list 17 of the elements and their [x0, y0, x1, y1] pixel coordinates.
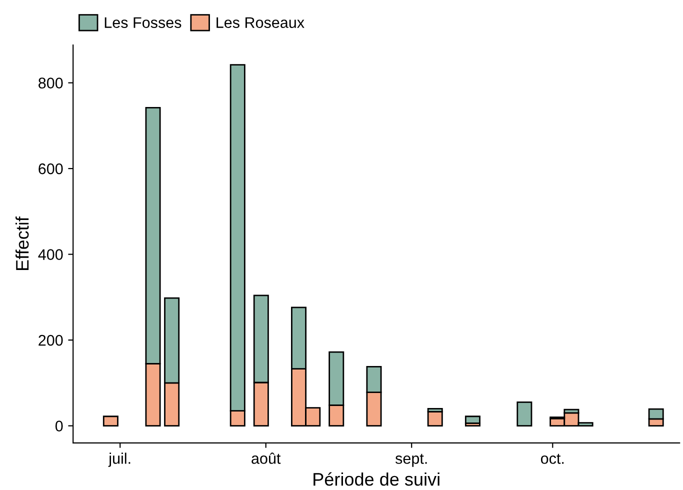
y-tick-label: 600 [38, 163, 63, 174]
y-tick-label: 200 [38, 334, 63, 346]
bar [427, 410, 443, 427]
legend-label: Les Roseaux [216, 17, 304, 28]
bar [102, 416, 118, 427]
y-tick-label: 0 [55, 420, 63, 432]
legend-label: Les Fosses [104, 17, 182, 28]
x-tick-label: oct. [540, 454, 564, 464]
x-tick-label: juil. [108, 452, 130, 467]
bar [464, 416, 480, 424]
x-axis-title: Période de suivi [314, 472, 440, 486]
x-tick-label: sept. [395, 454, 427, 467]
y-axis-title: Effectif [15, 216, 29, 270]
y-tick-label: 800 [38, 78, 63, 88]
bar [516, 402, 532, 427]
y-tick-label: 400 [38, 249, 63, 260]
x-tick-label: août [252, 452, 281, 464]
